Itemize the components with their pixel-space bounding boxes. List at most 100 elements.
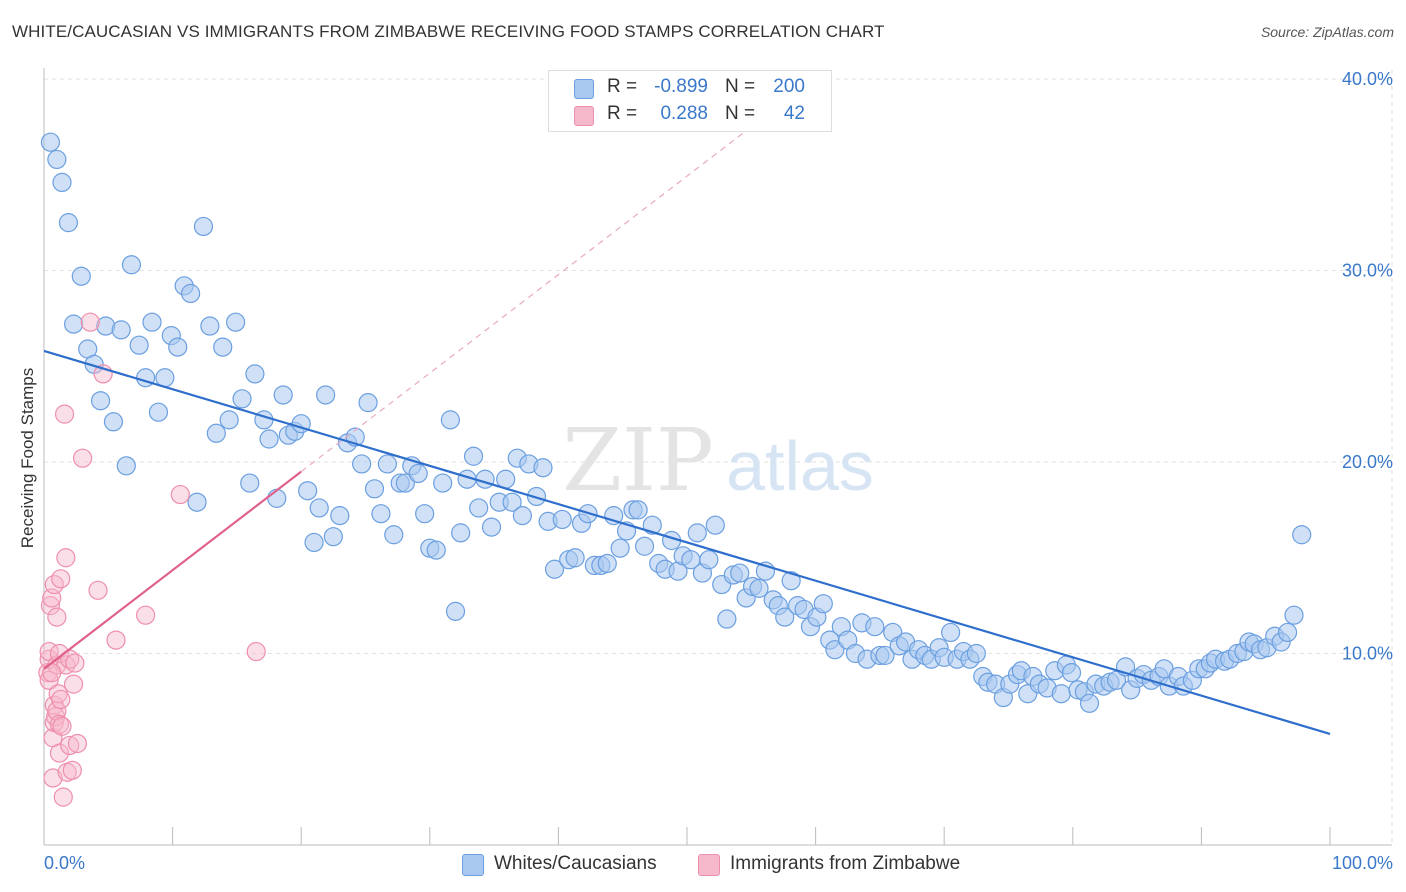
point-zimbabwe xyxy=(60,735,80,756)
stats-swatch-whites xyxy=(574,79,594,99)
point-whites xyxy=(352,454,372,474)
point-whites xyxy=(749,578,769,598)
point-whites xyxy=(193,216,214,237)
point-whites xyxy=(502,492,522,512)
point-whites xyxy=(730,563,750,583)
chart-title: WHITE/CAUCASIAN VS IMMIGRANTS FROM ZIMBA… xyxy=(12,22,885,41)
point-zimbabwe xyxy=(53,787,73,807)
x-tick-label-max: 100.0% xyxy=(1332,853,1393,873)
y-tick-label: 40.0% xyxy=(1342,69,1393,89)
point-whites xyxy=(781,571,801,591)
source-label: Source: ZipAtlas.com xyxy=(1260,24,1394,40)
point-zimbabwe xyxy=(51,569,71,589)
point-whites xyxy=(415,504,435,524)
x-tick-label-min: 0.0% xyxy=(44,853,85,873)
point-whites xyxy=(384,525,404,545)
point-zimbabwe xyxy=(106,630,126,650)
point-zimbabwe xyxy=(47,607,67,627)
point-whites xyxy=(240,473,260,493)
y-tick-label: 30.0% xyxy=(1342,261,1393,281)
stats-swatch-zimbabwe xyxy=(574,106,594,126)
trend-whites xyxy=(43,349,1331,735)
point-whites xyxy=(512,506,532,526)
stats-r-label: R = xyxy=(607,76,638,97)
point-whites xyxy=(552,509,572,530)
point-whites xyxy=(245,364,265,384)
stats-n-value: 42 xyxy=(783,103,805,124)
y-tick-label: 20.0% xyxy=(1342,452,1393,472)
point-whites xyxy=(628,500,648,520)
point-whites xyxy=(298,481,318,501)
point-whites xyxy=(526,486,547,507)
point-whites xyxy=(200,316,220,336)
point-whites xyxy=(187,492,207,512)
point-zimbabwe xyxy=(65,653,85,673)
point-whites xyxy=(52,172,72,193)
point-zimbabwe xyxy=(52,716,72,736)
point-zimbabwe xyxy=(49,743,70,763)
legend-label-whites: Whites/Caucasians xyxy=(494,853,657,874)
point-whites xyxy=(232,389,252,409)
point-whites xyxy=(825,640,845,660)
point-whites xyxy=(1061,663,1082,683)
point-whites xyxy=(40,132,61,152)
point-whites xyxy=(565,548,585,568)
point-whites xyxy=(705,515,725,535)
point-whites xyxy=(775,607,795,627)
point-whites xyxy=(316,385,336,405)
point-whites xyxy=(865,617,885,637)
point-whites xyxy=(259,429,279,449)
point-zimbabwe xyxy=(67,733,88,754)
point-whites xyxy=(273,385,293,405)
point-whites xyxy=(358,393,378,413)
series-whites-points xyxy=(40,132,1312,713)
y-tick-label: 10.0% xyxy=(1342,644,1393,664)
legend: Whites/Caucasians Immigrants from Zimbab… xyxy=(0,852,1406,878)
point-whites xyxy=(941,622,961,643)
point-whites xyxy=(148,402,169,422)
point-whites xyxy=(408,463,428,484)
point-whites xyxy=(966,643,986,664)
point-zimbabwe xyxy=(63,674,84,694)
point-whites xyxy=(610,538,630,558)
point-whites xyxy=(469,498,489,518)
point-whites xyxy=(371,504,391,524)
stats-r-value: 0.288 xyxy=(660,103,708,124)
point-whites xyxy=(63,314,84,334)
point-whites xyxy=(129,335,149,355)
stats-row-zimbabwe: R = 0.288 N = 42 xyxy=(549,101,831,129)
stats-r-label: R = xyxy=(607,103,638,124)
point-whites xyxy=(875,645,895,666)
point-whites xyxy=(1277,622,1298,643)
point-whites xyxy=(116,456,136,476)
point-zimbabwe xyxy=(56,548,76,568)
point-whites xyxy=(533,458,553,478)
point-whites xyxy=(440,410,460,430)
point-whites xyxy=(267,488,287,508)
point-whites xyxy=(717,609,737,629)
point-whites xyxy=(395,473,415,493)
legend-swatch-zimbabwe xyxy=(698,854,720,876)
point-zimbabwe xyxy=(170,484,190,505)
point-whites xyxy=(426,540,446,560)
point-zimbabwe xyxy=(88,580,108,600)
point-zimbabwe xyxy=(51,689,71,710)
point-whites xyxy=(463,446,484,466)
point-whites xyxy=(219,410,239,430)
point-whites xyxy=(213,337,233,357)
point-zimbabwe xyxy=(39,670,59,690)
point-whites xyxy=(309,498,329,518)
point-zimbabwe xyxy=(49,643,70,664)
point-whites xyxy=(364,479,385,499)
point-whites xyxy=(47,149,67,170)
trend-zimbabwe xyxy=(43,470,302,670)
point-whites xyxy=(634,536,655,556)
stats-row-whites: R = -0.899 N = 200 xyxy=(549,74,831,102)
legend-swatch-whites xyxy=(462,854,484,876)
point-whites xyxy=(377,454,397,474)
point-whites xyxy=(304,532,324,553)
point-whites xyxy=(1284,605,1304,625)
point-whites xyxy=(1051,684,1071,704)
point-whites xyxy=(544,559,565,579)
